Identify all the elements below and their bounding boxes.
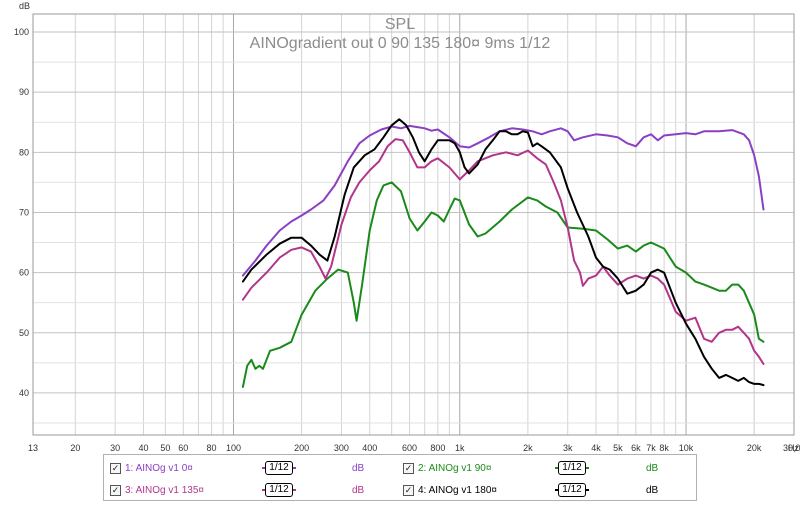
legend-unit-2: dB [646,463,659,474]
legend-checkbox-2[interactable]: ✓ [403,462,414,474]
x-tick-label: 200 [294,443,309,453]
x-tick-label: 13 [28,443,38,453]
legend-label-3: 3: AINOg v1 135¤ [125,484,204,496]
legend: ✓ 1: AINOg v1 0¤ 1/12 dB ✓ 2: AINOg v1 9… [103,454,697,501]
x-tick-label: 60 [178,443,188,453]
x-tick-label: 2k [523,443,533,453]
smoothing-label-1: 1/12 [265,461,293,475]
legend-item-1[interactable]: ✓ 1: AINOg v1 0¤ [110,459,193,477]
legend-label-4: 4: AINOg v1 180¤ [418,484,497,496]
series-line-1 [241,124,765,277]
legend-label-2: 2: AINOg v1 90¤ [418,462,492,474]
x-tick-label: 6k [631,443,641,453]
x-tick-label: 30,0k [783,443,800,453]
y-tick-label: 50 [19,328,29,338]
y-tick-label: 90 [19,87,29,97]
x-tick-label: 5k [613,443,623,453]
spl-chart: dB Hz SPL AINOgradient out 0 90 135 180¤… [14,1,800,453]
legend-item-3[interactable]: ✓ 3: AINOg v1 135¤ [110,481,204,499]
chart-subtitle: AINOgradient out 0 90 135 180¤ 9ms 1/12 [250,35,551,52]
series-lines [241,118,765,388]
x-unit-label: Hz [788,443,799,453]
legend-unit-4: dB [646,485,659,496]
x-tick-label: 40 [138,443,148,453]
legend-item-2[interactable]: ✓ 2: AINOg v1 90¤ [403,459,491,477]
x-tick-label: 50 [160,443,170,453]
x-tick-label: 7k [646,443,656,453]
x-tick-label: 30 [110,443,120,453]
x-tick-label: 1k [455,443,465,453]
legend-checkbox-1[interactable]: ✓ [110,462,121,474]
x-tick-label: 4k [591,443,601,453]
smoothing-button-3[interactable]: 1/12 [262,483,296,497]
x-tick-label: 100 [226,443,241,453]
series-line-2 [241,181,765,388]
x-tick-label: 8k [659,443,669,453]
legend-checkbox-4[interactable]: ✓ [403,484,414,496]
x-tick-label: 800 [430,443,445,453]
legend-unit-1: dB [352,463,365,474]
y-tick-label: 70 [19,207,29,217]
chart-title: SPL [385,16,415,33]
series-line-4 [241,118,765,387]
y-tick-label: 80 [19,147,29,157]
x-tick-label: 600 [402,443,417,453]
x-tick-label: 400 [362,443,377,453]
series-line-3 [241,138,765,365]
grid [33,14,795,435]
smoothing-label-4: 1/12 [558,483,586,497]
tick-labels: 100 90 80 70 60 50 40 13 20 30 40 50 60 80 100 200 300 40… [14,27,800,453]
x-tick-label: 3k [563,443,573,453]
x-tick-label: 20 [70,443,80,453]
smoothing-label-2: 1/12 [558,461,586,475]
smoothing-button-1[interactable]: 1/12 [262,461,296,475]
smoothing-button-2[interactable]: 1/12 [555,461,589,475]
y-tick-label: 100 [14,27,29,37]
smoothing-label-3: 1/12 [265,483,293,497]
x-tick-label: 300 [334,443,349,453]
x-tick-label: 10k [679,443,694,453]
plot-frame [32,13,795,436]
y-tick-label: 40 [19,388,29,398]
x-tick-label: 80 [207,443,217,453]
x-tick-label: 20k [747,443,762,453]
y-unit-label: dB [19,1,30,11]
y-tick-label: 60 [19,268,29,278]
legend-label-1: 1: AINOg v1 0¤ [125,462,193,474]
legend-checkbox-3[interactable]: ✓ [110,484,121,496]
legend-item-4[interactable]: ✓ 4: AINOg v1 180¤ [403,481,497,499]
smoothing-button-4[interactable]: 1/12 [555,483,589,497]
legend-unit-3: dB [352,485,365,496]
